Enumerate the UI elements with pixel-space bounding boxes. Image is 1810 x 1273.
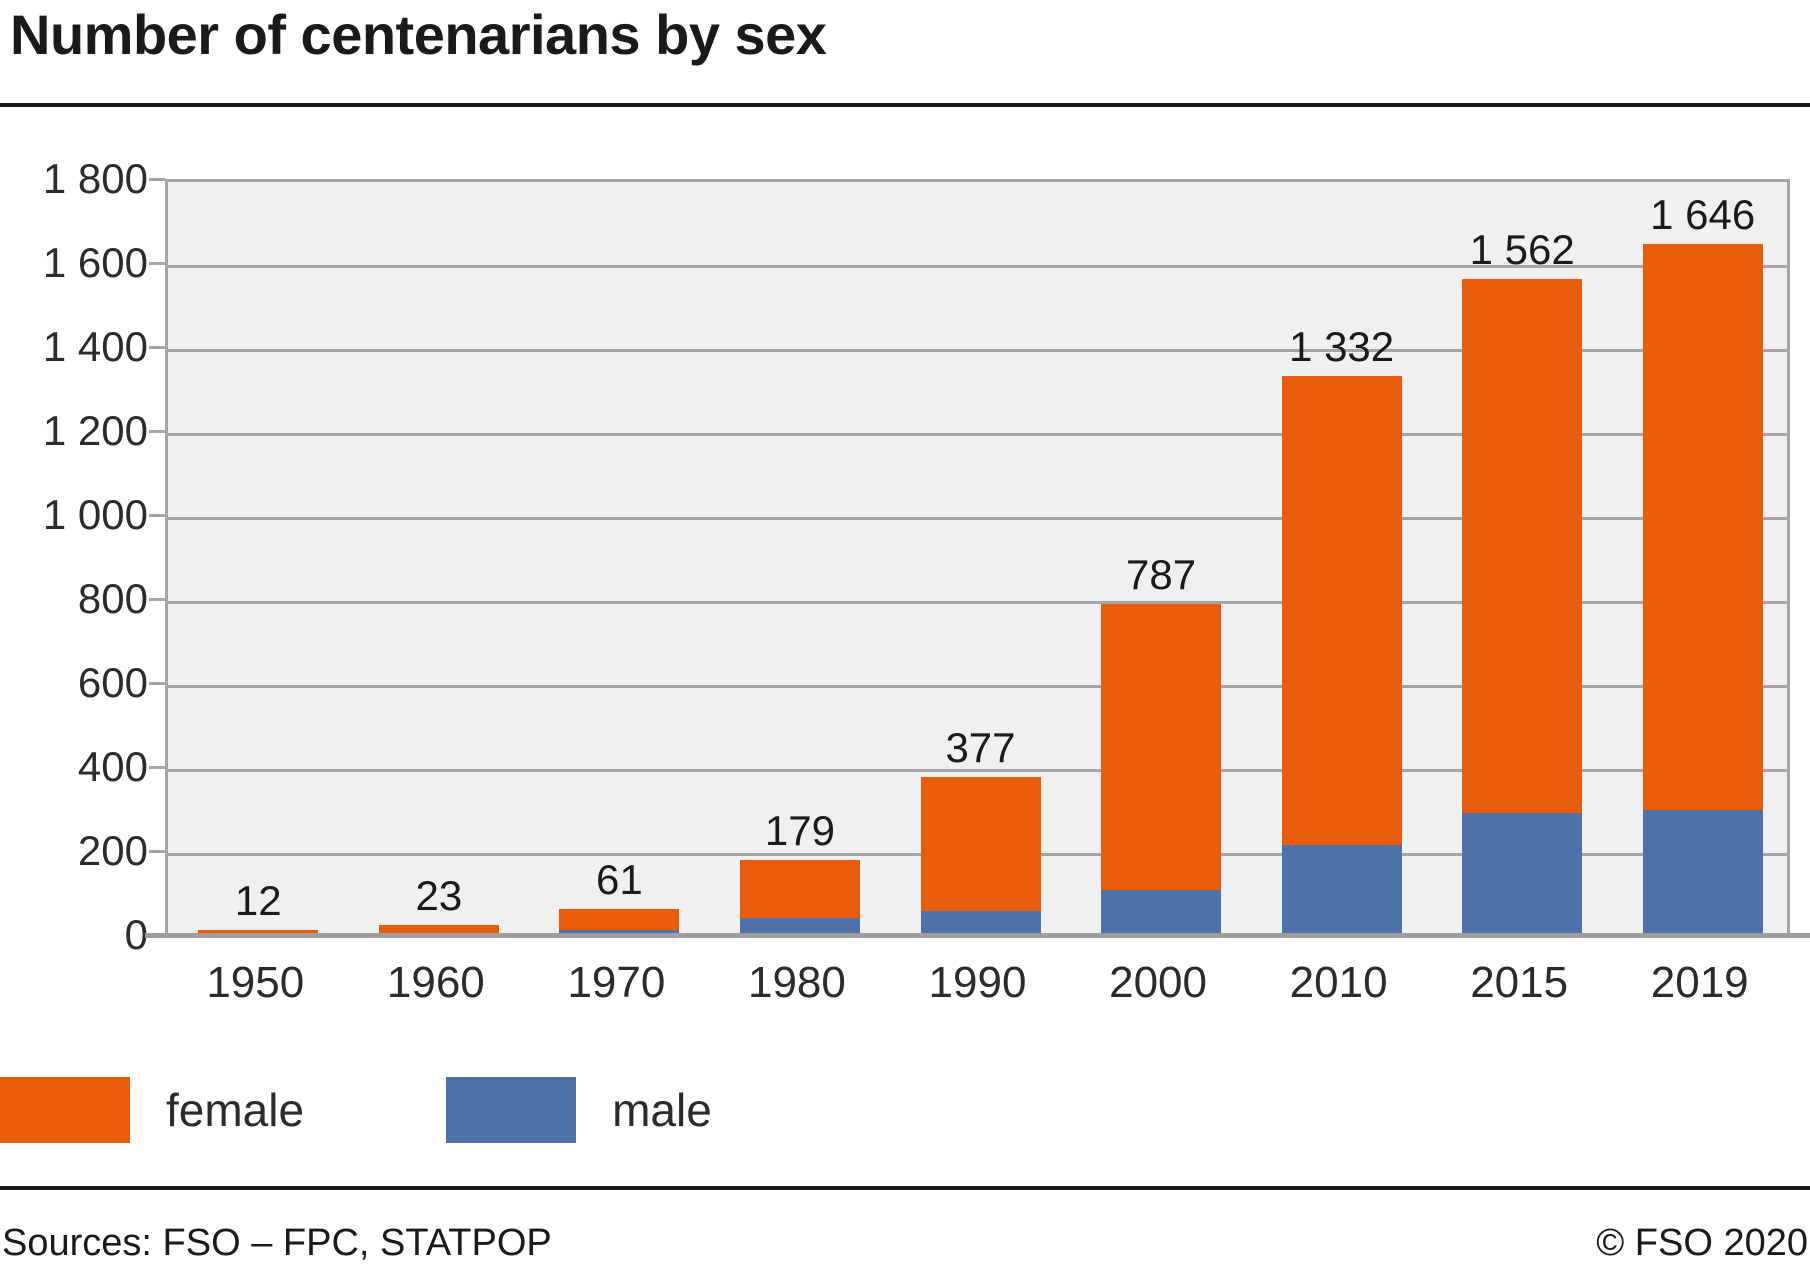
y-axis-tick [149,513,165,517]
footer-copyright: © FSO 2020 [1596,1221,1808,1264]
bar-total-label-2015: 1 562 [1469,225,1575,273]
footer-sources: Sources: FSO – FPC, STATPOP [2,1221,552,1264]
bar-2015 [1462,278,1583,935]
bar-1980-male-segment [739,918,860,935]
bar-total-label-2019: 1 646 [1650,190,1756,238]
footer-divider [0,1186,1810,1190]
title-divider [0,103,1810,107]
bar-2019-male-segment [1642,809,1763,935]
x-axis-label-1960: 1960 [386,958,485,1007]
y-axis-tick [149,849,165,853]
gridline-800 [168,600,1787,604]
bar-1950-female-segment [198,929,319,935]
gridline-1000 [168,516,1787,520]
footer: Sources: FSO – FPC, STATPOP © FSO 2020 [0,1218,1810,1268]
legend-item-male: male [446,1077,712,1143]
bar-2000-male-segment [1101,890,1222,935]
bar-1970-male-segment [559,929,680,935]
gridline-1200 [168,432,1787,436]
y-axis-tick [149,345,165,349]
bar-total-label-2010: 1 332 [1289,322,1395,370]
legend-label-male: male [612,1084,712,1136]
bar-total-label-2000: 787 [1126,551,1197,599]
bar-1970-female-segment [559,909,680,930]
bar-total-label-1970: 61 [596,856,643,904]
y-axis-tick [149,597,165,601]
gridline-600 [168,684,1787,688]
y-axis-tick [149,681,165,685]
y-axis-label-1400: 1 400 [42,323,148,370]
y-axis-label-0: 0 [124,911,148,958]
y-axis-tick [149,177,165,181]
bar-2000 [1101,604,1222,935]
y-axis-label-1600: 1 600 [42,239,148,286]
bar-1990-male-segment [920,910,1041,935]
y-axis-label-800: 800 [77,575,148,622]
x-axis-label-2000: 2000 [1109,958,1207,1007]
x-axis-label-1990: 1990 [928,958,1027,1007]
gridline-1600 [168,264,1787,268]
bar-2015-male-segment [1462,813,1583,935]
legend: female male [0,1076,712,1144]
x-axis-label-1950: 1950 [206,958,305,1007]
bar-total-label-1990: 377 [945,723,1016,771]
x-axis-label-2010: 2010 [1289,958,1388,1007]
bar-1990-female-segment [920,776,1041,911]
bar-1990 [920,776,1041,935]
y-axis-tick [149,765,165,769]
legend-swatch-male [446,1077,577,1143]
y-axis-label-200: 200 [77,827,148,874]
y-axis-tick [149,261,165,265]
gridline-400 [168,768,1787,772]
bar-2019-female-segment [1642,243,1763,810]
y-axis-label-1800: 1 800 [42,155,148,202]
y-axis-label-1200: 1 200 [42,407,148,454]
bar-total-label-1950: 12 [234,876,282,924]
y-axis-label-400: 400 [77,743,148,790]
chart-title: Number of centenarians by sex [10,3,827,66]
bar-1980 [739,859,860,935]
x-axis-label-2019: 2019 [1650,958,1749,1007]
bar-total-label-1960: 23 [415,872,463,920]
y-axis-tick [149,429,165,433]
legend-swatch-female [0,1077,130,1143]
plot-area: 12 23 61 179 377 787 1 332 1 562 1 646 [165,179,1790,935]
bar-1970 [559,909,680,935]
x-axis-label-1980: 1980 [747,958,846,1007]
bar-2010-female-segment [1281,375,1402,845]
bar-2019 [1642,243,1763,935]
legend-label-female: female [166,1084,305,1136]
bar-2010 [1281,375,1402,935]
x-axis-line [145,933,1810,938]
bar-1980-female-segment [739,859,860,919]
x-axis-label-2015: 2015 [1470,958,1569,1007]
bar-1960-female-segment [378,925,499,934]
y-axis-label-600: 600 [77,659,148,706]
bar-2000-female-segment [1101,604,1222,891]
y-axis-label-1000: 1 000 [42,491,148,538]
bar-2015-female-segment [1462,278,1583,814]
gridline-1400 [168,348,1787,352]
bar-2010-male-segment [1281,844,1402,935]
x-axis-label-1970: 1970 [567,958,666,1007]
legend-item-female: female [0,1077,304,1143]
bar-total-label-1980: 179 [764,806,835,854]
